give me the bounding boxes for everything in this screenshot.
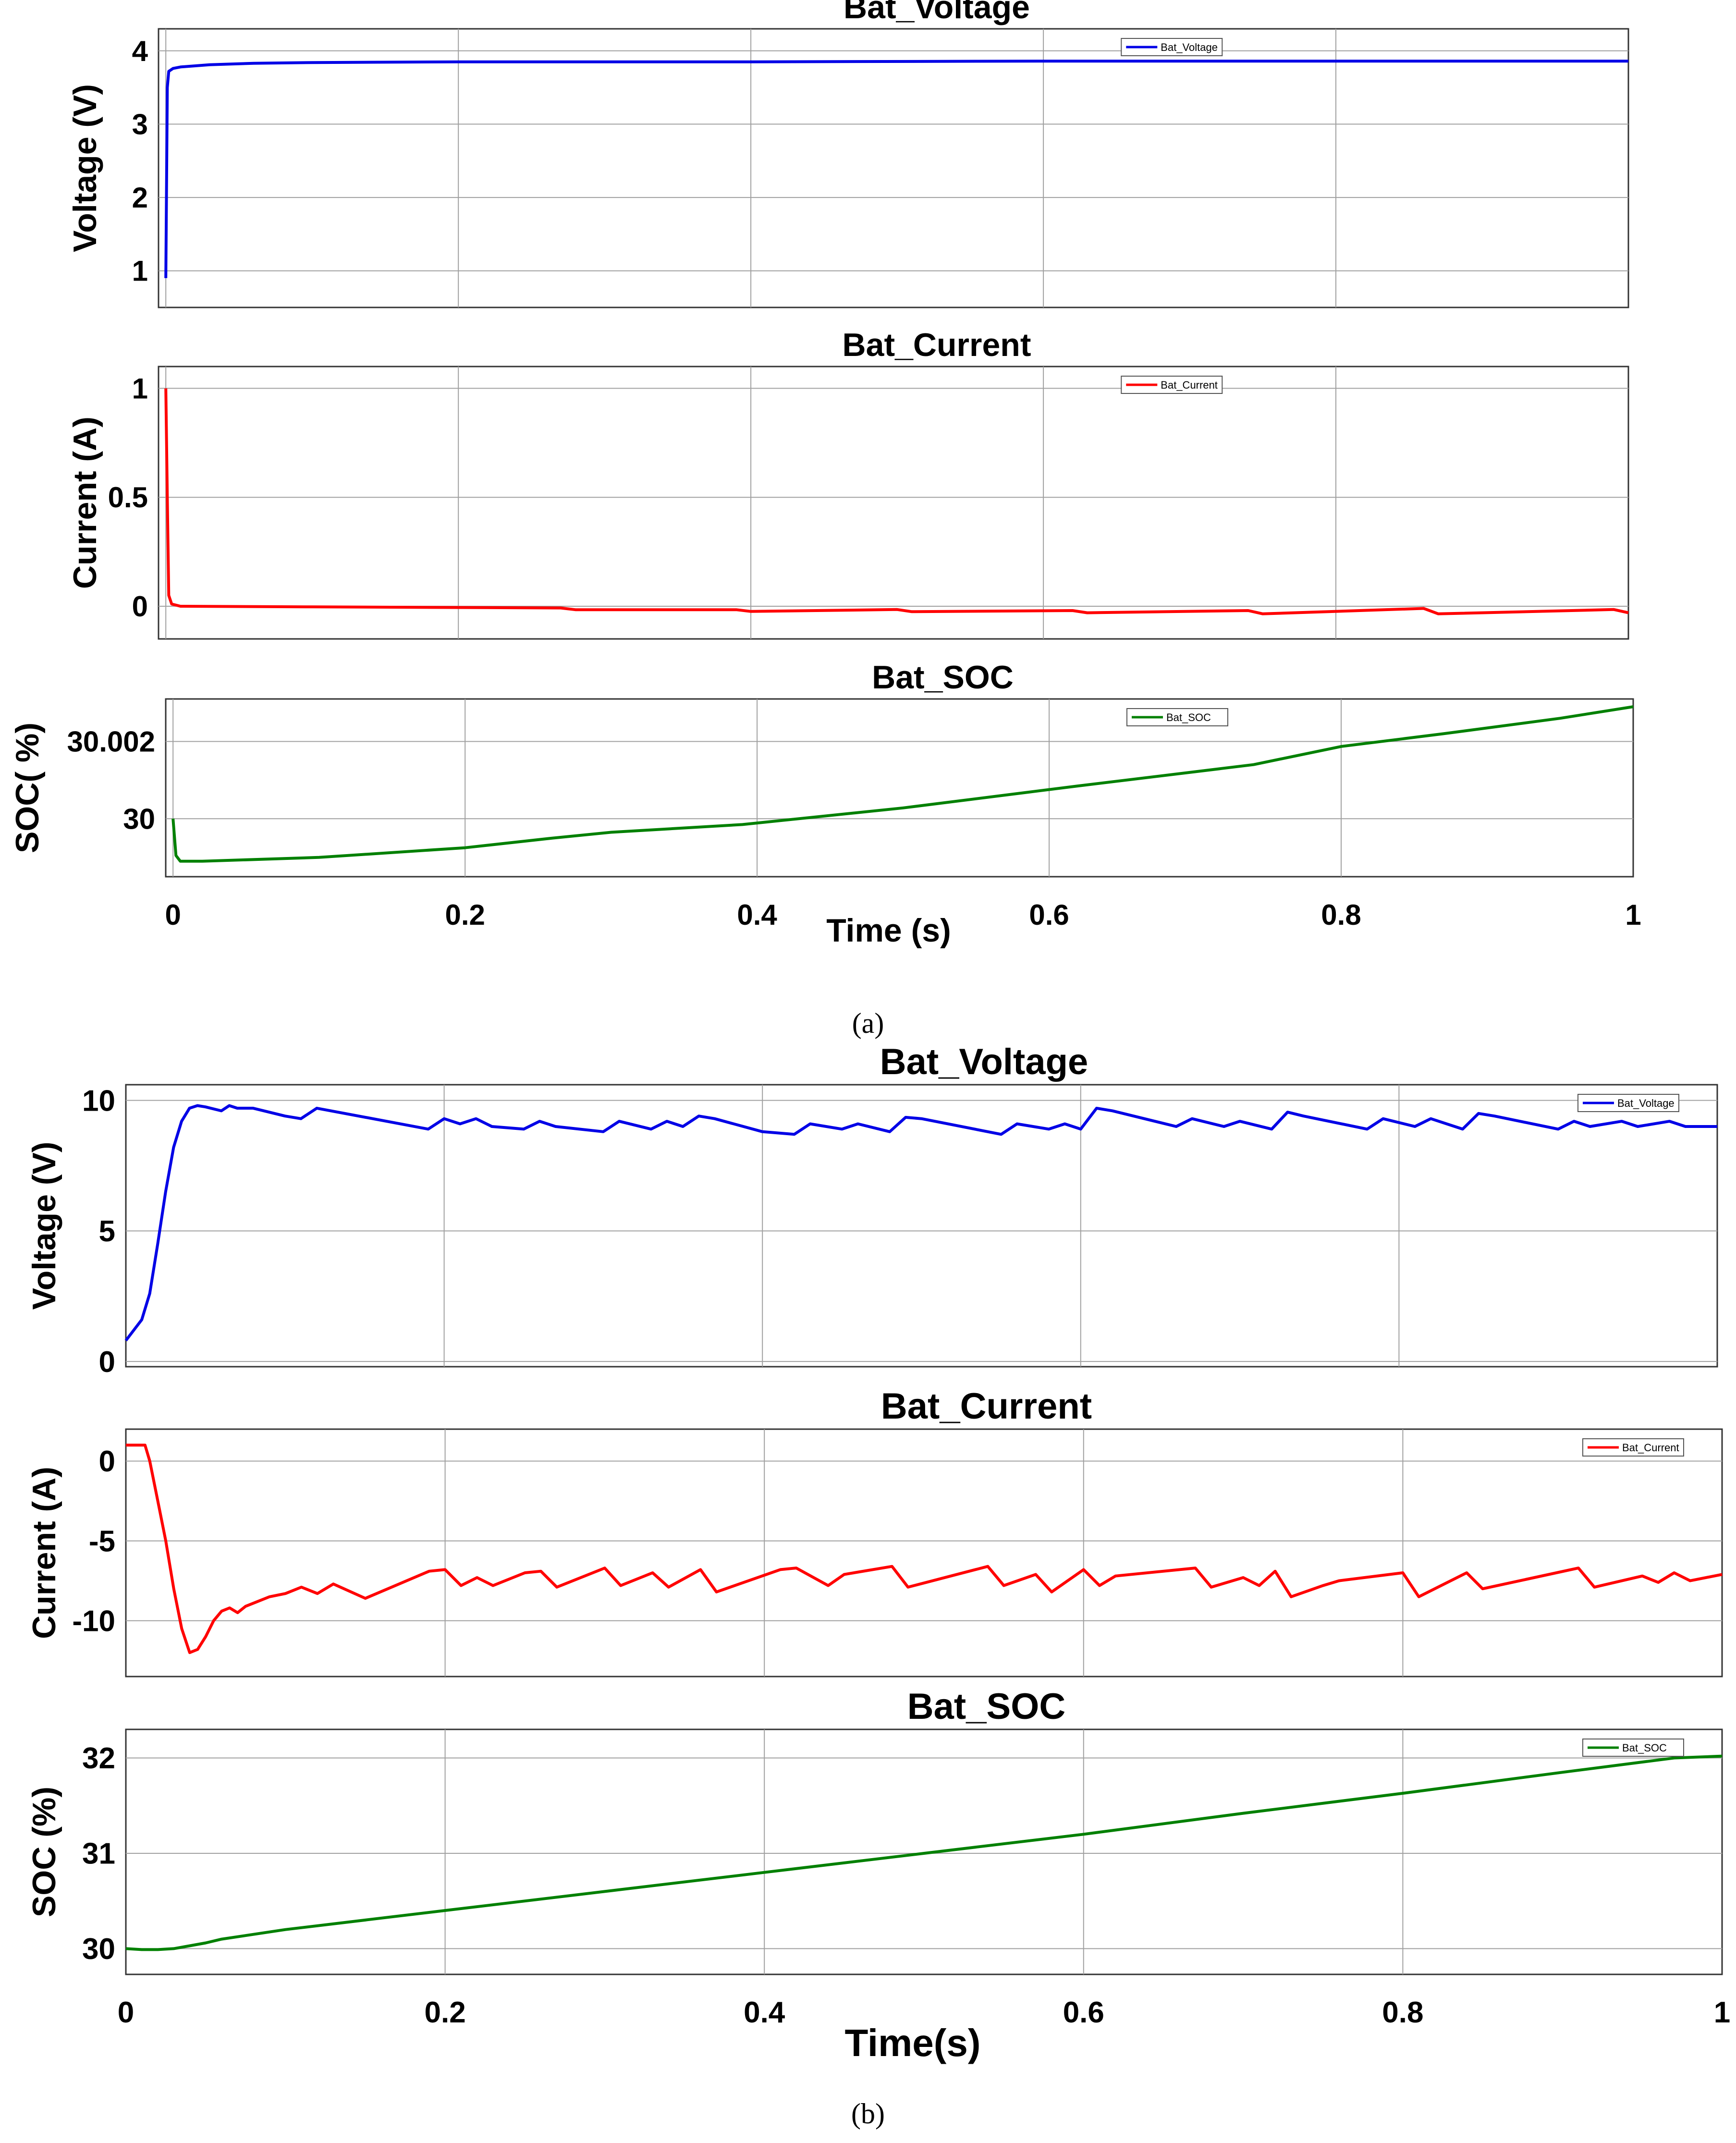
panel-title: Bat_Voltage	[844, 0, 1030, 25]
x-tick-label: 1	[1625, 899, 1641, 931]
legend-label: Bat_SOC	[1622, 1742, 1667, 1754]
y-tick-label: 1	[132, 372, 148, 404]
plot-area	[125, 1084, 1718, 1368]
y-tick-label: -5	[89, 1525, 115, 1558]
panel-title: Bat_Voltage	[880, 1041, 1088, 1082]
legend: Bat_Current	[1121, 376, 1223, 394]
y-tick-label: 3	[132, 108, 148, 140]
plot-area	[125, 1428, 1723, 1678]
y-tick-label: 10	[82, 1084, 115, 1117]
chart-a-panel-3: 30 30.002 0 0.2 0.4 0.6 0.8 1 Bat_SOC SOC( %) Time…	[9, 659, 1641, 949]
legend: Bat_SOC	[1582, 1739, 1684, 1757]
x-tick-label: 0.2	[445, 899, 485, 931]
x-tick-label: 0.2	[424, 1996, 465, 2029]
y-tick-label: 0.5	[108, 481, 148, 514]
x-axis-label: Time(s)	[844, 2021, 980, 2064]
series-line-bat-soc	[171, 705, 1634, 863]
legend-box	[1126, 708, 1228, 726]
y-tick-label: 30	[82, 1933, 115, 1966]
legend: Bat_SOC	[1126, 708, 1228, 726]
series-line-bat-voltage	[164, 60, 1628, 278]
y-tick-label: 0	[132, 590, 148, 623]
caption-b: (b)	[851, 2098, 885, 2130]
legend: Bat_Current	[1582, 1438, 1684, 1457]
y-tick-label: 5	[99, 1215, 115, 1248]
legend-label: Bat_Current	[1161, 379, 1218, 391]
x-tick-label: 0	[165, 899, 181, 931]
chart-b-panel-3: 30 31 32 0 0.2 0.4 0.6 0.8 1 Bat_SOC SOC (%) Time(s…	[26, 1686, 1730, 2064]
chart-panels: 1 2 3 4 Bat_Voltage Voltage (V) Bat_Voltage 0 0.…	[9, 0, 1730, 2064]
panel-title: Bat_SOC	[872, 659, 1014, 696]
caption-a: (a)	[852, 1007, 884, 1039]
panel-title: Bat_SOC	[907, 1686, 1065, 1727]
y-tick-label: 32	[82, 1742, 115, 1775]
y-tick-label: 30.002	[67, 726, 155, 758]
series-line-bat-current	[126, 1444, 1723, 1654]
x-tick-label: 0.4	[737, 899, 777, 931]
x-tick-label: 0.8	[1321, 899, 1361, 931]
y-tick-label: 4	[132, 35, 148, 67]
y-axis-label: Current (A)	[67, 416, 103, 589]
panel-title: Bat_Current	[843, 327, 1031, 363]
x-tick-label: 0.6	[1029, 899, 1069, 931]
x-tick-label: 0	[118, 1996, 134, 2029]
x-tick-label: 1	[1714, 1996, 1730, 2029]
y-axis-label: SOC (%)	[26, 1787, 62, 1917]
y-axis-label: Voltage (V)	[67, 84, 103, 252]
plot-area	[158, 366, 1629, 640]
y-tick-label: 0	[99, 1445, 115, 1478]
y-axis-label: Voltage (V)	[26, 1141, 62, 1310]
plot-area	[165, 698, 1634, 878]
plot-area	[158, 28, 1629, 308]
chart-b-panel-1: 0 5 10 Bat_Voltage Voltage (V) Bat_Voltage	[26, 1041, 1718, 1379]
legend: Bat_Voltage	[1577, 1094, 1679, 1112]
series-line-bat-soc	[125, 1754, 1723, 1951]
y-tick-label: 2	[132, 182, 148, 214]
series-line-bat-current	[164, 388, 1629, 615]
y-tick-label: 0	[99, 1346, 115, 1379]
series-line-bat-voltage	[124, 1104, 1717, 1342]
y-tick-label: 1	[132, 255, 148, 287]
y-tick-label: 31	[82, 1837, 115, 1871]
x-tick-label: 0.6	[1063, 1996, 1104, 2029]
chart-b-panel-2: -10 -5 0 Bat_Current Current (A) Bat_Current	[26, 1386, 1723, 1678]
legend-label: Bat_Voltage	[1161, 41, 1218, 53]
legend-box	[1121, 38, 1223, 56]
x-tick-label: 0.4	[744, 1996, 785, 2029]
legend-label: Bat_Voltage	[1617, 1097, 1675, 1109]
panel-title: Bat_Current	[881, 1386, 1092, 1427]
legend-label: Bat_Current	[1622, 1442, 1679, 1454]
x-axis-label: Time (s)	[826, 912, 951, 949]
chart-a-panel-2: 0 0.5 1 Bat_Current Current (A) Bat_Current	[67, 327, 1629, 640]
y-axis-label: Current (A)	[26, 1467, 62, 1639]
legend: Bat_Voltage	[1121, 38, 1223, 56]
chart-a-panel-1: 1 2 3 4 Bat_Voltage Voltage (V) Bat_Voltage	[67, 0, 1629, 308]
y-tick-label: 30	[123, 803, 155, 835]
y-axis-label: SOC( %)	[9, 722, 46, 853]
x-tick-label: 0.8	[1382, 1996, 1423, 2029]
y-tick-label: -10	[72, 1604, 115, 1638]
legend-label: Bat_SOC	[1166, 711, 1211, 723]
